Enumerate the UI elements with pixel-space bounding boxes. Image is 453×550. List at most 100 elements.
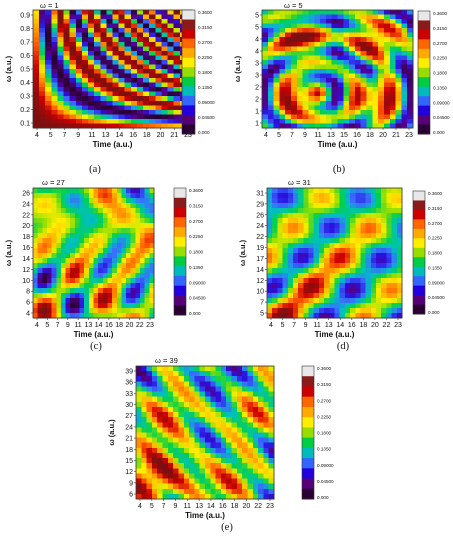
heatmap-cell bbox=[106, 50, 114, 56]
heatmap-cell bbox=[146, 468, 153, 475]
heatmap-cell bbox=[395, 73, 402, 79]
x-tick-label: 13 bbox=[102, 132, 110, 139]
heatmap-cell bbox=[98, 208, 104, 214]
heatmap-cell bbox=[60, 228, 67, 234]
heatmap-cell bbox=[395, 59, 402, 66]
heatmap-cell bbox=[285, 41, 292, 47]
heatmap-cell bbox=[140, 213, 146, 219]
heatmap-cell bbox=[167, 417, 174, 423]
heatmap-cell bbox=[162, 488, 169, 495]
heatmap-cell bbox=[298, 258, 304, 264]
heatmap-cell bbox=[39, 73, 46, 79]
heatmap-cell bbox=[267, 55, 275, 61]
heatmap-cell bbox=[210, 422, 217, 428]
heatmap-cell bbox=[324, 198, 330, 204]
heatmap-cell bbox=[360, 308, 367, 314]
colorbar-tick-label: 0.2700 bbox=[428, 221, 442, 226]
heatmap-cell bbox=[173, 488, 180, 495]
heatmap-cell bbox=[343, 100, 350, 106]
heatmap-cell bbox=[407, 123, 414, 129]
heatmap-cell bbox=[318, 238, 325, 244]
heatmap-cell bbox=[339, 313, 346, 319]
x-axis-label: Time (a.u.) bbox=[93, 140, 133, 149]
heatmap-cell bbox=[136, 401, 142, 408]
heatmap-cell bbox=[155, 37, 163, 43]
heatmap-cell bbox=[65, 273, 71, 279]
heatmap-cell bbox=[65, 233, 71, 239]
heatmap-cell bbox=[355, 273, 362, 279]
heatmap-cell bbox=[70, 303, 76, 309]
heatmap-cell bbox=[98, 273, 104, 279]
heatmap-cell bbox=[285, 69, 292, 75]
y-tick-label: 20 bbox=[22, 223, 30, 230]
heatmap-cell bbox=[45, 10, 52, 16]
colorbar-tick-label: 0.2250 bbox=[428, 236, 442, 241]
heatmap-cell bbox=[334, 253, 341, 259]
heatmap-cell bbox=[383, 10, 391, 16]
heatmap-cell bbox=[135, 253, 141, 259]
heatmap-cell bbox=[302, 114, 310, 120]
heatmap-cell bbox=[51, 69, 59, 75]
heatmap-cell bbox=[149, 96, 156, 102]
heatmap-cell bbox=[121, 313, 127, 319]
heatmap-cell bbox=[279, 114, 286, 120]
heatmap-cell bbox=[149, 118, 156, 125]
colorbar-swatch bbox=[182, 48, 195, 59]
heatmap-cell bbox=[339, 208, 346, 214]
heatmap-cell bbox=[324, 303, 330, 309]
x-tick-label: 16 bbox=[105, 322, 113, 329]
heatmap-cell bbox=[65, 313, 71, 319]
heatmap-cell bbox=[74, 243, 81, 249]
heatmap-cell bbox=[407, 50, 414, 56]
heatmap-cell bbox=[189, 437, 195, 444]
heatmap-cell bbox=[210, 447, 217, 454]
heatmap-cell bbox=[106, 69, 114, 75]
heatmap-cell bbox=[298, 223, 304, 229]
heatmap-cell bbox=[262, 78, 269, 84]
heatmap-cell bbox=[308, 78, 315, 84]
heatmap-cell bbox=[149, 198, 155, 204]
heatmap-cell bbox=[302, 118, 310, 125]
heatmap-cell bbox=[155, 28, 163, 34]
heatmap-cell bbox=[39, 46, 46, 52]
heatmap-cell bbox=[291, 82, 298, 88]
heatmap-cell bbox=[178, 427, 185, 434]
heatmap-cell bbox=[74, 303, 81, 309]
heatmap-cell bbox=[210, 442, 217, 449]
heatmap-cell bbox=[383, 105, 391, 111]
heatmap-cell bbox=[396, 213, 403, 219]
heatmap-cell bbox=[303, 248, 310, 254]
heatmap-cell bbox=[329, 268, 336, 274]
heatmap-cell bbox=[285, 91, 292, 97]
heatmap-cell bbox=[313, 238, 320, 244]
heatmap-cell bbox=[298, 218, 304, 224]
heatmap-cell bbox=[112, 59, 120, 66]
heatmap-cell bbox=[189, 417, 195, 423]
heatmap-cell bbox=[370, 313, 377, 319]
heatmap-cell bbox=[126, 238, 132, 244]
heatmap-cell bbox=[376, 248, 382, 254]
heatmap-cell bbox=[126, 193, 132, 199]
heatmap-cell bbox=[287, 313, 294, 319]
heatmap-cell bbox=[231, 396, 238, 403]
y-tick-label: 10 bbox=[22, 278, 30, 285]
heatmap-cell bbox=[140, 278, 146, 284]
colorbar-swatch bbox=[302, 366, 314, 377]
heatmap-cell bbox=[236, 488, 243, 495]
heatmap-cell bbox=[252, 483, 259, 490]
heatmap-cell bbox=[102, 193, 109, 199]
heatmap-cell bbox=[308, 193, 315, 199]
heatmap-cell bbox=[376, 208, 382, 214]
heatmap-cell bbox=[107, 308, 113, 314]
heatmap-cell bbox=[372, 73, 379, 79]
heatmap-cell bbox=[136, 396, 142, 403]
heatmap-cell bbox=[42, 248, 48, 254]
heatmap-cell bbox=[84, 223, 90, 229]
heatmap-cell bbox=[130, 248, 136, 254]
heatmap-cell bbox=[215, 401, 222, 408]
heatmap-cell bbox=[118, 37, 126, 43]
heatmap-cell bbox=[215, 417, 222, 423]
heatmap-cell bbox=[396, 308, 403, 314]
heatmap-cell bbox=[268, 488, 275, 495]
heatmap-cell bbox=[74, 208, 81, 214]
